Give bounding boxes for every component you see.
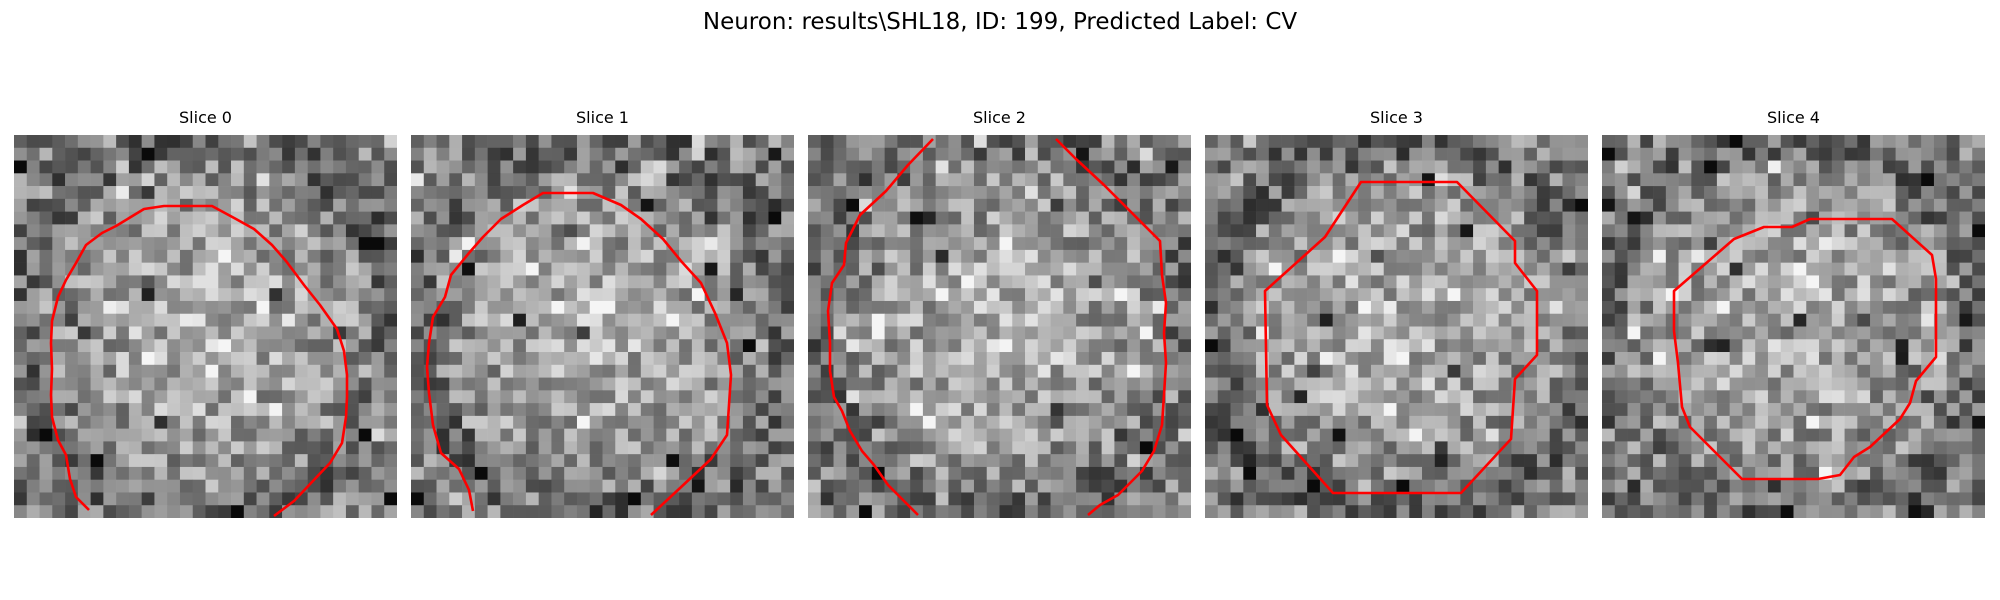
slice-title: Slice 1 (576, 108, 629, 127)
pixel-grid (14, 135, 397, 518)
pixel-grid (808, 135, 1191, 518)
slice-title: Slice 0 (179, 108, 232, 127)
slice-image (808, 135, 1191, 518)
pixel-grid (411, 135, 794, 518)
slice-image (1602, 135, 1985, 518)
slice-image (1205, 135, 1588, 518)
contour-outline (49, 204, 349, 518)
pixel-grid (1602, 135, 1985, 518)
pixel-grid (1205, 135, 1588, 518)
slice-image (14, 135, 397, 518)
slice-title: Slice 3 (1370, 108, 1423, 127)
slice-title: Slice 2 (973, 108, 1026, 127)
contour-outline (826, 138, 1168, 516)
figure-title: Neuron: results\SHL18, ID: 199, Predicte… (702, 9, 1298, 35)
contour-outline (1672, 217, 1938, 481)
contour-outline (1263, 180, 1539, 495)
contour-outline (425, 191, 733, 516)
slice-image (411, 135, 794, 518)
slice-title: Slice 4 (1767, 108, 1820, 127)
